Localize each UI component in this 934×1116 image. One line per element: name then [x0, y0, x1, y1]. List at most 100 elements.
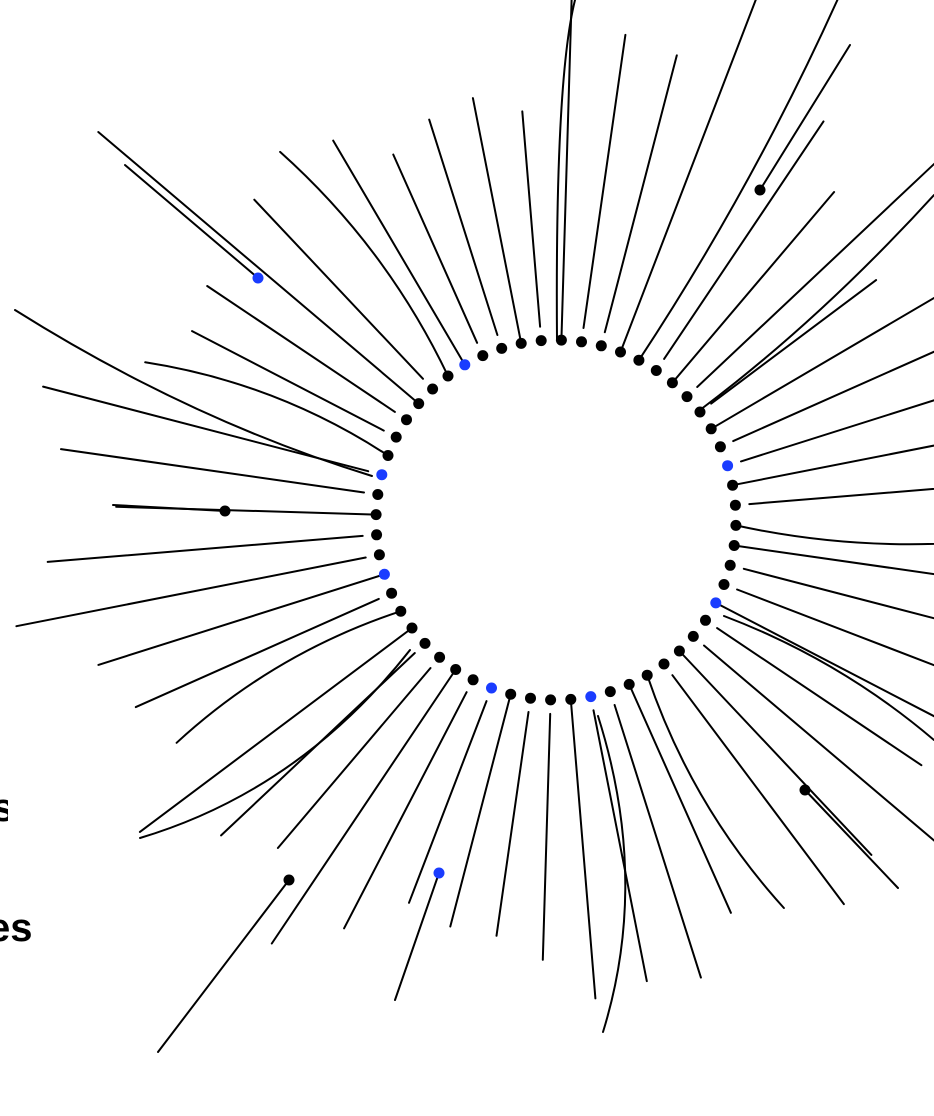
- ray-line: [541, 712, 552, 961]
- ray-line: [678, 650, 873, 856]
- ray-line: [408, 700, 488, 904]
- ring-dot: [496, 342, 508, 354]
- accent-dot: [585, 691, 597, 703]
- ray-line: [716, 627, 923, 767]
- ring-dot: [370, 509, 382, 521]
- ring-dot: [450, 664, 462, 675]
- ring-dot: [687, 630, 699, 642]
- ray-line: [134, 597, 380, 709]
- ring-dot: [386, 587, 398, 599]
- ray-line: [710, 296, 934, 430]
- floating-ray-line: [157, 879, 290, 1053]
- ray-line: [732, 350, 934, 443]
- ring-dot: [401, 414, 412, 426]
- floating-ray-line: [394, 872, 440, 1001]
- ring-dot: [714, 441, 726, 453]
- ray-line: [731, 444, 934, 487]
- ray-line: [15, 556, 367, 628]
- sweeping-curve: [555, 0, 576, 341]
- ring-dot: [650, 365, 662, 376]
- ray-line: [97, 573, 386, 666]
- ray-line: [628, 683, 732, 914]
- ring-dot: [730, 519, 742, 531]
- ring-dot: [728, 540, 740, 551]
- sweeping-curve: [597, 715, 627, 1033]
- ray-line: [253, 198, 424, 380]
- accent-dot: [376, 469, 388, 481]
- ray-line: [671, 674, 845, 906]
- ray-line: [733, 544, 934, 576]
- ring-dot: [694, 406, 706, 418]
- accent-dot: [486, 682, 497, 694]
- ring-dot: [615, 346, 626, 358]
- ring-dot: [545, 694, 557, 706]
- ray-line: [582, 33, 627, 329]
- ring-dot: [658, 658, 670, 670]
- accent-dot: [710, 597, 722, 609]
- ring-dot: [604, 686, 616, 698]
- sweeping-curve: [14, 309, 373, 477]
- ray-line: [97, 131, 420, 405]
- ray-line: [740, 399, 934, 463]
- ring-dot: [419, 637, 431, 649]
- ring-dot: [515, 337, 527, 349]
- ring-dot: [595, 340, 607, 352]
- ray-line: [521, 110, 542, 328]
- ring-dot: [395, 605, 407, 617]
- ray-line: [637, 0, 839, 362]
- ray-line: [646, 674, 785, 909]
- ray-line: [742, 567, 934, 620]
- ring-dot: [700, 614, 711, 626]
- ring-dot: [729, 499, 741, 511]
- ring-dot: [406, 622, 418, 634]
- ray-line: [710, 279, 878, 405]
- cropped-label-top: s: [0, 788, 8, 828]
- ring-dot: [576, 336, 587, 348]
- ring-dot: [705, 423, 717, 435]
- ring-dot: [565, 693, 577, 705]
- ray-line: [343, 691, 468, 930]
- ring-dot: [673, 645, 685, 657]
- floating-dot: [799, 784, 811, 796]
- ray-line: [569, 698, 597, 1000]
- ray-line: [191, 330, 385, 432]
- ring-dot: [535, 335, 547, 347]
- ray-line: [392, 153, 479, 344]
- accent-dot: [459, 359, 471, 371]
- ring-dot: [371, 529, 383, 541]
- ring-dot: [477, 350, 489, 362]
- ray-line: [428, 118, 499, 336]
- ring-dot: [718, 579, 730, 590]
- ray-line: [495, 711, 530, 937]
- ray-line: [270, 668, 457, 945]
- ring-dot: [434, 651, 446, 663]
- ring-dot: [555, 334, 567, 346]
- floating-dot: [219, 505, 231, 517]
- ring-dot: [623, 678, 635, 690]
- floating-ray-line: [112, 504, 226, 512]
- ring-dot: [681, 391, 693, 403]
- ring-dot: [525, 692, 536, 704]
- ray-line: [471, 97, 523, 345]
- sweeping-curve: [723, 615, 934, 741]
- ray-line: [175, 610, 402, 744]
- ray-line: [703, 644, 934, 842]
- ray-line: [279, 150, 449, 377]
- ray-line: [46, 534, 364, 563]
- ray-line: [734, 524, 934, 546]
- ring-dot: [633, 354, 645, 366]
- ray-line: [332, 139, 466, 366]
- floating-ray-line: [804, 789, 899, 889]
- ray-line: [603, 54, 678, 334]
- ray-line: [696, 162, 934, 388]
- ring-dot: [727, 479, 739, 491]
- floating-accent-dot: [433, 867, 445, 879]
- ring-dot: [413, 398, 425, 410]
- floating-ray-line: [124, 164, 259, 279]
- ring-dot: [724, 559, 736, 571]
- floating-ray-line: [759, 44, 851, 191]
- ring-dot: [505, 688, 517, 700]
- ring-dot: [666, 377, 678, 389]
- ray-line: [619, 0, 757, 353]
